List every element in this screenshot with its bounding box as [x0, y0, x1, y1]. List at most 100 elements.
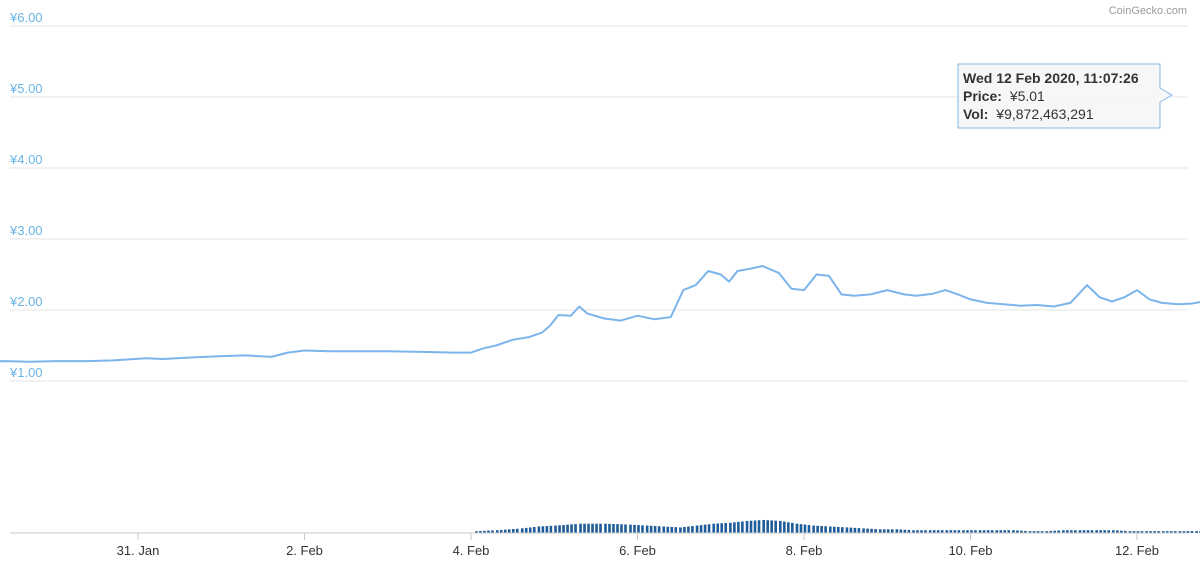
- volume-bar: [491, 530, 494, 533]
- volume-bar: [1173, 531, 1177, 533]
- volume-bar: [878, 529, 882, 533]
- volume-bar: [995, 530, 999, 533]
- volume-bar: [770, 520, 773, 533]
- volume-bar: [662, 526, 666, 533]
- volume-bar: [1007, 530, 1011, 533]
- volume-bar: [499, 529, 503, 533]
- volume-bar: [670, 526, 674, 533]
- volume-bar: [541, 526, 545, 533]
- volume-bar: [1195, 531, 1198, 533]
- volume-bar: [1062, 530, 1065, 533]
- volume-bar: [707, 524, 711, 533]
- volume-bar: [487, 530, 490, 533]
- credit-link[interactable]: CoinGecko.com: [1109, 5, 1187, 17]
- y-tick-label: ¥2.00: [9, 294, 43, 309]
- volume-bar: [637, 525, 640, 533]
- volume-bar: [1161, 531, 1165, 533]
- volume-bar: [591, 523, 594, 533]
- tooltip-price-value: ¥5.01: [1009, 88, 1045, 104]
- volume-bar: [666, 526, 670, 533]
- volume-bar: [554, 525, 557, 533]
- volume-bar: [1040, 531, 1044, 533]
- volume-bar: [762, 519, 765, 533]
- volume-bar: [1103, 530, 1106, 533]
- volume-bar: [1024, 530, 1027, 533]
- volume-bar: [1045, 531, 1049, 533]
- volume-bar: [1182, 531, 1186, 533]
- volume-bar: [799, 524, 803, 533]
- volume-bar: [970, 530, 973, 533]
- volume-bar: [787, 522, 790, 533]
- y-axis-ticks: ¥1.00 ¥2.00 ¥3.00 ¥4.00 ¥5.00 ¥6.00: [9, 10, 43, 380]
- volume-bar: [1153, 531, 1156, 533]
- volume-bar: [974, 530, 977, 533]
- tooltip-box: [957, 63, 1173, 129]
- volume-bar: [1157, 531, 1160, 533]
- volume-bar: [729, 522, 732, 533]
- volume-bar: [1032, 531, 1036, 533]
- tooltip-price-label: Price:: [963, 88, 1002, 104]
- volume-bar: [520, 528, 524, 533]
- volume-bar: [828, 526, 832, 533]
- volume-bar: [641, 525, 644, 533]
- volume-bar: [699, 525, 703, 533]
- volume-bar: [657, 526, 661, 533]
- volume-bar: [583, 523, 586, 533]
- volume-bar: [945, 530, 949, 533]
- volume-bar: [1066, 530, 1069, 533]
- volume-bar: [1128, 531, 1132, 533]
- volume-bar: [820, 526, 823, 533]
- volume-bar: [1165, 531, 1169, 533]
- grid-lines: [10, 25, 1188, 382]
- volume-bar: [733, 522, 736, 533]
- volume-bar: [824, 526, 827, 533]
- volume-bar: [783, 521, 786, 533]
- volume-bar: [757, 520, 761, 533]
- volume-bar: [924, 530, 927, 533]
- volume-bar: [604, 523, 607, 533]
- volume-bar: [629, 524, 632, 533]
- volume-bar: [1169, 531, 1173, 533]
- volume-bar: [903, 529, 907, 533]
- volume-bar: [716, 523, 720, 533]
- volume-bar: [511, 529, 515, 533]
- volume-bar: [703, 524, 707, 533]
- tooltip-vol-row: Vol: ¥9,872,463,291: [963, 106, 1094, 122]
- volume-bar: [612, 523, 615, 533]
- volume-bar: [1053, 530, 1057, 533]
- volume-bar: [816, 525, 819, 533]
- volume-bar: [1012, 530, 1015, 533]
- volume-bar: [1140, 531, 1144, 533]
- volume-bar: [483, 530, 486, 533]
- volume-bar: [532, 527, 536, 533]
- volume-bar: [587, 523, 590, 533]
- y-tick-label: ¥6.00: [9, 10, 43, 25]
- volume-bar: [507, 529, 511, 533]
- volume-bar: [870, 528, 873, 533]
- volume-bar: [807, 525, 811, 533]
- volume-bar: [691, 526, 694, 533]
- y-tick-label: ¥3.00: [9, 223, 43, 238]
- volume-bar: [1178, 531, 1182, 533]
- volume-bar: [1078, 530, 1082, 533]
- volume-bar: [695, 525, 699, 533]
- volume-bar: [595, 523, 598, 533]
- volume-bar: [774, 520, 777, 533]
- volume-bar: [712, 523, 716, 533]
- volume-bar: [515, 528, 519, 533]
- volume-bar: [724, 523, 728, 533]
- volume-bar: [645, 525, 649, 533]
- volume-bar: [524, 527, 528, 533]
- volume-bar: [907, 529, 911, 533]
- volume-bar: [895, 529, 899, 533]
- x-tick-label: 2. Feb: [286, 543, 323, 558]
- volume-bar: [1099, 530, 1102, 533]
- volume-bar: [1082, 530, 1086, 533]
- volume-bar: [1074, 530, 1077, 533]
- x-axis-ticks: 31. Jan 2. Feb 4. Feb 6. Feb 8. Feb 10. Feb 12…: [117, 533, 1159, 558]
- volume-bar: [932, 530, 936, 533]
- volume-bar: [999, 530, 1003, 533]
- volume-bar: [1112, 530, 1115, 533]
